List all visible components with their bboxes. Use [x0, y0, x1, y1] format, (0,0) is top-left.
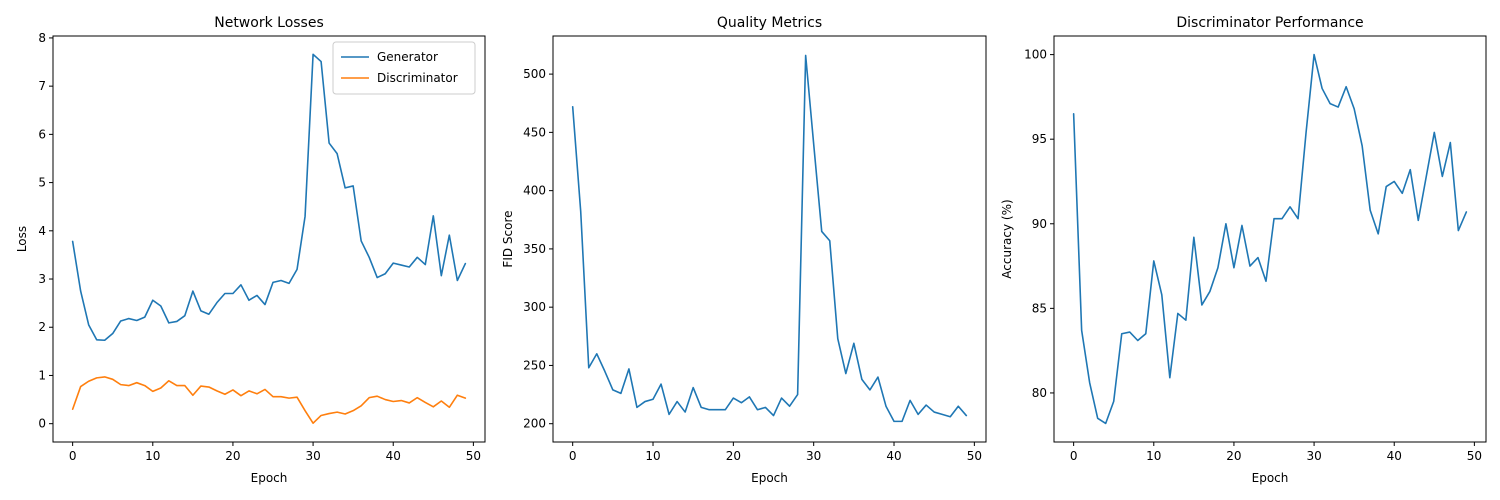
y-tick-label: 80: [1032, 386, 1047, 400]
chart-panel-1: Network Losses 0 10 20 30 40 50 0 1 2 3 4 5 6 7 8 Epoch L…: [15, 15, 485, 485]
y-tick-label: 1: [38, 368, 46, 382]
plot-frame: [53, 36, 485, 442]
x-tick-label: 40: [886, 449, 901, 463]
x-tick-label: 20: [1226, 449, 1241, 463]
plot-frame: [1054, 36, 1486, 442]
y-tick-label: 2: [38, 320, 46, 334]
x-tick-label: 10: [1146, 449, 1161, 463]
y-tick-label: 90: [1032, 217, 1047, 231]
x-tick-label: 30: [806, 449, 821, 463]
x-tick-label: 10: [145, 449, 160, 463]
x-axis-label: Epoch: [1252, 471, 1289, 485]
x-tick-label: 50: [967, 449, 982, 463]
chart-title: Network Losses: [214, 15, 324, 31]
y-tick-label: 300: [523, 300, 546, 314]
x-tick-label: 40: [1387, 449, 1402, 463]
x-tick-label: 40: [386, 449, 401, 463]
y-tick-label: 8: [38, 31, 46, 45]
y-tick-label: 100: [1024, 48, 1047, 62]
y-axis-label: Accuracy (%): [1000, 199, 1014, 278]
x-tick-label: 10: [645, 449, 660, 463]
x-axis-label: Epoch: [251, 471, 288, 485]
y-tick-label: 450: [523, 125, 546, 139]
y-tick-label: 95: [1032, 132, 1047, 146]
x-tick-label: 30: [1306, 449, 1321, 463]
y-tick-label: 500: [523, 67, 546, 81]
x-tick-label: 30: [305, 449, 320, 463]
y-tick-label: 85: [1032, 301, 1047, 315]
y-tick-label: 7: [38, 79, 46, 93]
y-tick-label: 200: [523, 417, 546, 431]
plot-frame: [553, 36, 986, 442]
x-axis-label: Epoch: [751, 471, 788, 485]
legend-entry: Discriminator: [377, 71, 458, 85]
y-tick-label: 350: [523, 242, 546, 256]
chart-title: Discriminator Performance: [1176, 15, 1363, 31]
y-tick-label: 5: [38, 176, 46, 190]
chart-panel-2: Quality Metrics 0 10 20 30 40 50 200 250 300 350 40…: [501, 15, 986, 485]
series-line-discriminator: [73, 377, 466, 423]
legend: Generator Discriminator: [333, 42, 475, 94]
y-tick-label: 6: [38, 127, 46, 141]
y-tick-label: 400: [523, 184, 546, 198]
y-axis-label: FID Score: [501, 210, 515, 267]
x-tick-label: 20: [225, 449, 240, 463]
x-tick-label: 50: [466, 449, 481, 463]
x-tick-label: 0: [69, 449, 77, 463]
y-axis-label: Loss: [15, 226, 29, 252]
chart-panel-3: Discriminator Performance 0 10 20 30 40 50 80 85…: [1000, 15, 1486, 485]
x-tick-label: 20: [726, 449, 741, 463]
series-line-generator: [73, 54, 466, 340]
y-tick-label: 250: [523, 358, 546, 372]
y-tick-label: 0: [38, 417, 46, 431]
x-tick-label: 0: [569, 449, 577, 463]
y-tick-label: 3: [38, 272, 46, 286]
legend-entry: Generator: [377, 50, 438, 64]
chart-title: Quality Metrics: [717, 15, 822, 31]
y-tick-label: 4: [38, 224, 46, 238]
series-line-1: [573, 55, 967, 421]
x-tick-label: 0: [1070, 449, 1078, 463]
series-line-1: [1074, 55, 1467, 424]
x-tick-label: 50: [1467, 449, 1482, 463]
